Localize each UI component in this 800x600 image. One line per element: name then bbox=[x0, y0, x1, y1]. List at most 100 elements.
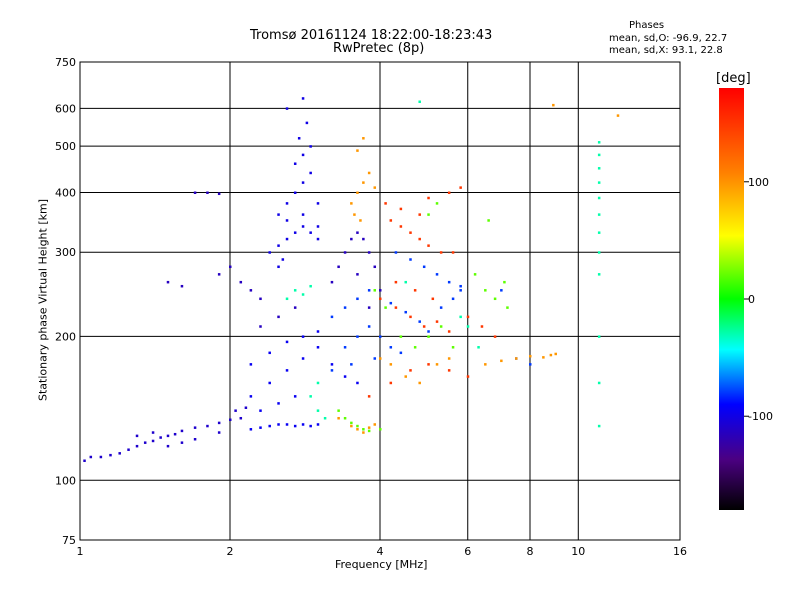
data-point bbox=[418, 237, 421, 241]
data-point bbox=[466, 375, 470, 378]
data-point bbox=[484, 363, 487, 366]
data-point bbox=[447, 357, 451, 360]
data-point bbox=[503, 280, 506, 284]
data-point bbox=[330, 280, 334, 284]
data-point bbox=[384, 202, 387, 205]
data-point bbox=[373, 423, 377, 426]
data-point bbox=[597, 381, 601, 385]
data-point bbox=[337, 409, 340, 412]
data-point bbox=[379, 335, 382, 338]
x-tick-label: 2 bbox=[227, 545, 234, 558]
x-axis-label: Frequency [MHz] bbox=[335, 558, 428, 571]
data-point bbox=[404, 280, 407, 284]
data-point bbox=[404, 310, 407, 314]
data-point bbox=[350, 363, 353, 366]
data-point bbox=[597, 181, 601, 184]
data-point bbox=[135, 434, 139, 438]
data-point bbox=[616, 114, 620, 117]
data-point bbox=[549, 353, 553, 357]
data-point bbox=[268, 251, 271, 254]
data-point bbox=[193, 437, 197, 441]
data-point bbox=[293, 395, 297, 398]
data-point bbox=[427, 363, 430, 366]
data-point bbox=[277, 423, 280, 426]
data-point bbox=[166, 444, 170, 448]
data-point bbox=[180, 284, 184, 288]
data-point bbox=[379, 428, 382, 431]
data-point bbox=[597, 153, 601, 157]
data-point bbox=[418, 213, 421, 216]
x-tick-label: 10 bbox=[571, 545, 585, 558]
data-point bbox=[180, 429, 184, 433]
y-tick-label: 600 bbox=[55, 102, 76, 115]
data-point bbox=[597, 141, 601, 144]
data-point bbox=[373, 265, 377, 269]
data-point bbox=[239, 280, 243, 284]
data-point bbox=[418, 320, 421, 323]
data-point bbox=[316, 237, 320, 241]
data-point bbox=[367, 426, 371, 429]
data-point bbox=[159, 436, 162, 439]
data-point bbox=[459, 289, 462, 292]
colorbar bbox=[719, 88, 744, 510]
data-point bbox=[285, 237, 289, 241]
x-tick-label: 1 bbox=[77, 545, 84, 558]
data-point bbox=[356, 424, 359, 428]
data-point bbox=[285, 219, 289, 222]
data-point bbox=[343, 416, 347, 420]
data-point bbox=[259, 409, 262, 412]
colorbar-unit-label: [deg] bbox=[716, 71, 751, 86]
data-point bbox=[309, 231, 312, 234]
data-point bbox=[180, 441, 184, 444]
axes: 1 2 4 6 8 10 16 75 100 200 300 400 500 600 750 bbox=[55, 56, 687, 558]
data-point bbox=[316, 423, 320, 426]
data-point bbox=[143, 441, 147, 444]
data-point bbox=[379, 289, 382, 292]
data-point bbox=[259, 325, 262, 328]
data-point bbox=[343, 375, 347, 378]
data-point bbox=[316, 346, 320, 349]
data-point bbox=[373, 186, 377, 189]
data-point bbox=[597, 335, 601, 338]
data-point bbox=[451, 297, 455, 301]
data-point bbox=[229, 418, 232, 422]
data-point bbox=[435, 273, 439, 276]
data-point bbox=[506, 306, 509, 309]
data-point bbox=[435, 202, 439, 205]
data-point bbox=[542, 356, 545, 359]
colorbar-tick-label: 0 bbox=[748, 293, 755, 306]
data-point bbox=[309, 284, 312, 288]
data-point bbox=[217, 431, 221, 434]
data-point bbox=[356, 297, 359, 301]
data-point bbox=[597, 251, 601, 254]
data-point bbox=[217, 192, 221, 196]
data-point bbox=[367, 395, 371, 398]
data-point bbox=[399, 351, 403, 355]
data-point bbox=[305, 121, 309, 125]
data-point bbox=[384, 306, 387, 309]
data-point bbox=[435, 320, 439, 323]
data-point bbox=[166, 434, 170, 438]
data-point bbox=[356, 428, 359, 431]
data-point bbox=[367, 306, 371, 309]
data-point bbox=[367, 251, 371, 254]
data-point bbox=[285, 340, 289, 344]
data-point bbox=[477, 346, 480, 349]
data-point bbox=[285, 107, 289, 110]
data-point bbox=[343, 251, 347, 254]
data-point bbox=[359, 219, 362, 222]
data-point bbox=[301, 213, 305, 216]
data-point bbox=[249, 289, 253, 292]
x-tick-label: 6 bbox=[464, 545, 471, 558]
data-point bbox=[597, 273, 601, 276]
grid bbox=[80, 62, 680, 540]
data-point bbox=[394, 251, 398, 254]
data-point bbox=[350, 424, 353, 428]
data-point bbox=[109, 453, 112, 457]
data-point bbox=[277, 402, 280, 405]
data-point bbox=[459, 315, 462, 319]
scatter-points bbox=[83, 97, 620, 462]
data-point bbox=[316, 330, 320, 333]
data-point bbox=[399, 335, 403, 338]
data-point bbox=[597, 167, 601, 170]
